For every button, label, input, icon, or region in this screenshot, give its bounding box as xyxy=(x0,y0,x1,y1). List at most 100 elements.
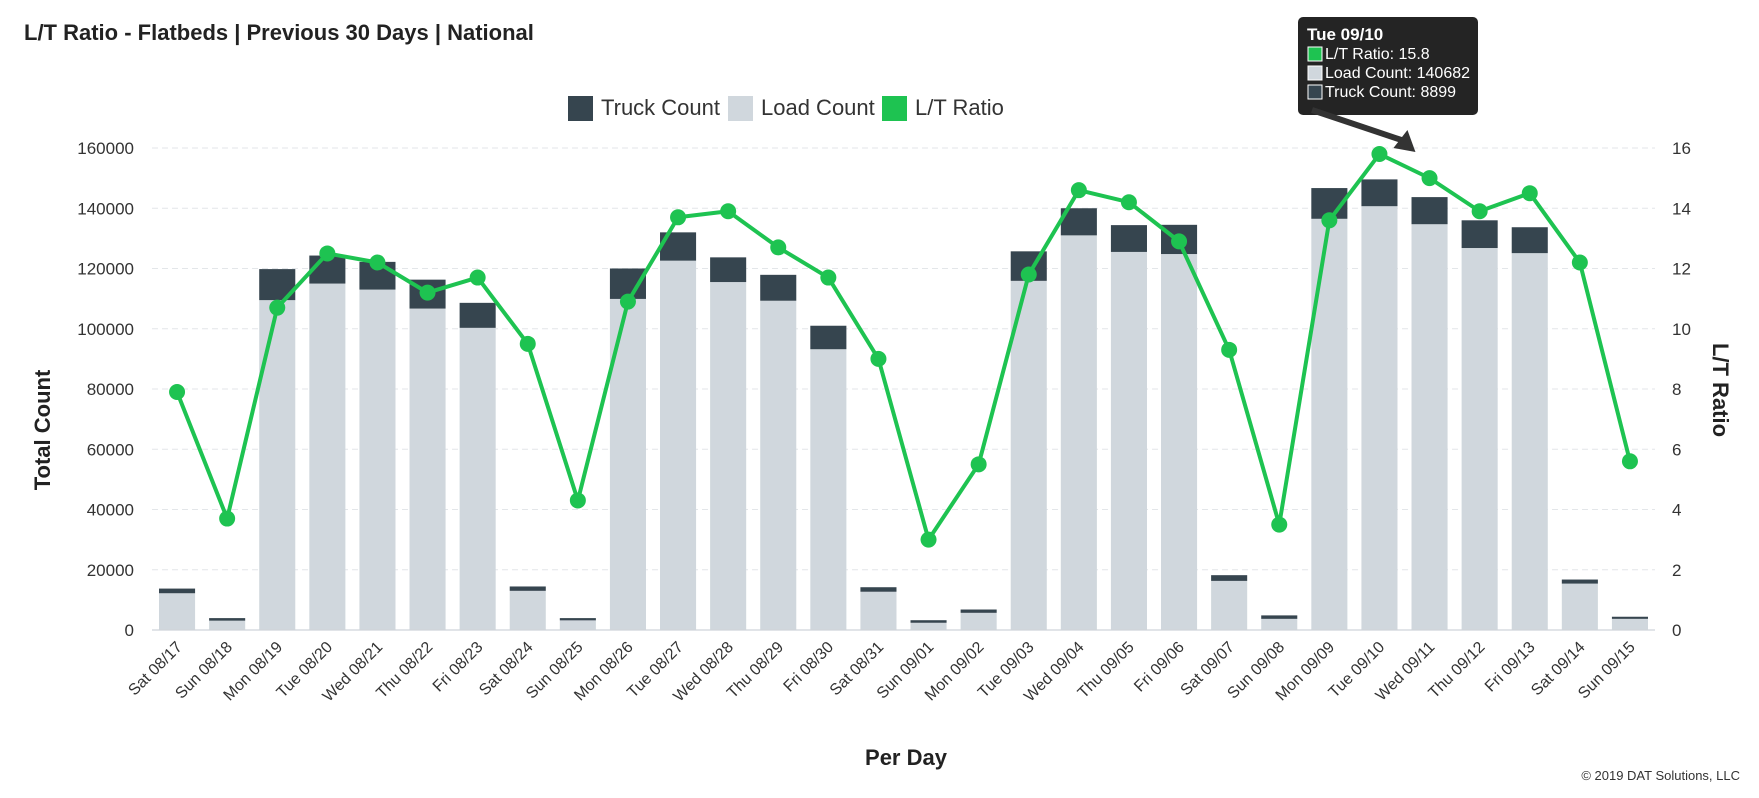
load-count-bar xyxy=(459,327,496,630)
y2-tick-label: 12 xyxy=(1672,260,1691,279)
y2-axis-title: L/T Ratio xyxy=(1708,343,1733,437)
legend-swatch xyxy=(882,96,907,121)
legend-label: L/T Ratio xyxy=(915,95,1004,120)
load-count-bar xyxy=(1361,206,1398,630)
truck-count-bar xyxy=(1561,579,1598,584)
y-tick-label: 40000 xyxy=(87,501,134,520)
tooltip-line: Load Count: 140682 xyxy=(1325,65,1470,82)
bars xyxy=(159,179,1648,631)
y2-tick-label: 4 xyxy=(1672,501,1681,520)
lt-ratio-point xyxy=(1271,516,1288,533)
tooltip-arrow-head xyxy=(1393,130,1416,153)
load-count-bar xyxy=(559,620,596,630)
lt-ratio-point xyxy=(1070,182,1087,199)
load-count-bar xyxy=(1511,253,1548,631)
truck-count-bar xyxy=(710,257,747,283)
y-tick-label: 120000 xyxy=(77,260,134,279)
lt-ratio-point xyxy=(1621,453,1638,470)
lt-ratio-point xyxy=(569,492,586,509)
truck-count-bar xyxy=(209,618,246,621)
load-count-bar xyxy=(159,593,196,630)
x-axis-title: Per Day xyxy=(865,745,948,770)
lt-ratio-point xyxy=(369,254,386,271)
lt-ratio-point xyxy=(169,384,186,401)
load-count-bar xyxy=(1110,251,1147,630)
lt-ratio-point xyxy=(970,456,987,473)
truck-count-bar xyxy=(459,302,496,328)
y2-tick-label: 16 xyxy=(1672,139,1691,158)
lt-ratio-path xyxy=(175,152,1632,542)
lt-ratio-point xyxy=(670,209,687,226)
truck-count-bar xyxy=(1511,227,1548,254)
y-tick-label: 80000 xyxy=(87,380,134,399)
lt-ratio-point xyxy=(1371,146,1388,163)
legend-label: Truck Count xyxy=(601,95,720,120)
lt-ratio-point xyxy=(770,239,787,256)
truck-count-bar xyxy=(1461,220,1498,249)
left-axis-ticks: 0 20000 40000 60000 80000 100000 120000 140000 1… xyxy=(77,139,134,640)
tooltip-swatch xyxy=(1307,84,1323,100)
truck-count-bar xyxy=(559,618,596,621)
truck-count-bar xyxy=(960,609,997,613)
lt-ratio-point xyxy=(870,350,887,367)
truck-count-bar xyxy=(810,325,847,350)
y2-tick-label: 2 xyxy=(1672,561,1681,580)
load-count-bar xyxy=(960,612,997,630)
load-count-bar xyxy=(209,620,246,630)
legend-label: Load Count xyxy=(761,95,875,120)
load-count-bar xyxy=(1010,280,1047,630)
lt-ratio-point xyxy=(219,510,236,527)
right-axis-ticks: 0 2 4 6 8 10 12 14 16 xyxy=(1672,139,1691,640)
lt-ratio-point xyxy=(1020,266,1037,283)
truck-count-bar xyxy=(509,586,546,591)
lt-ratio-point xyxy=(1571,254,1588,271)
lt-ratio-point xyxy=(619,293,636,310)
load-count-bar xyxy=(1461,248,1498,630)
y2-tick-label: 14 xyxy=(1672,199,1691,218)
y2-tick-label: 6 xyxy=(1672,440,1681,459)
legend-swatch xyxy=(568,96,593,121)
truck-count-bar xyxy=(910,620,947,623)
lt-ratio-point xyxy=(1120,194,1137,211)
tooltip-line: L/T Ratio: 15.8 xyxy=(1325,46,1430,63)
tooltip-swatch xyxy=(1307,65,1323,81)
load-count-bar xyxy=(409,308,446,630)
y-tick-label: 20000 xyxy=(87,561,134,580)
truck-count-bar xyxy=(760,274,797,301)
load-count-bar xyxy=(1411,224,1448,630)
y-tick-label: 100000 xyxy=(77,320,134,339)
y2-tick-label: 10 xyxy=(1672,320,1691,339)
truck-count-bar xyxy=(1611,616,1648,619)
truck-count-bar xyxy=(1411,197,1448,225)
truck-count-bar xyxy=(1361,179,1398,207)
load-count-bar xyxy=(1261,618,1298,630)
y-tick-label: 160000 xyxy=(77,139,134,158)
load-count-bar xyxy=(810,349,847,630)
credit-text: © 2019 DAT Solutions, LLC xyxy=(1581,768,1740,783)
legend: Truck Count Load Count L/T Ratio xyxy=(568,95,1004,121)
tooltip-swatch xyxy=(1307,46,1323,62)
load-count-bar xyxy=(910,622,947,630)
y-axis-title: Total Count xyxy=(30,369,55,490)
load-count-bar xyxy=(509,590,546,630)
load-count-bar xyxy=(1611,618,1648,630)
lt-ratio-point xyxy=(920,531,937,548)
load-count-bar xyxy=(660,260,697,630)
load-count-bar xyxy=(860,591,897,630)
load-count-bar xyxy=(1561,583,1598,630)
lt-ratio-point xyxy=(469,269,486,286)
lt-ratio-point xyxy=(1321,212,1338,229)
truck-count-bar xyxy=(1261,615,1298,619)
lt-ratio-point xyxy=(720,203,737,220)
y2-tick-label: 0 xyxy=(1672,621,1681,640)
lt-ratio-point xyxy=(1221,341,1238,358)
y2-tick-label: 8 xyxy=(1672,380,1681,399)
tooltip-line: Truck Count: 8899 xyxy=(1325,84,1456,101)
load-count-bar xyxy=(710,282,747,630)
tooltip-arrow xyxy=(1311,107,1409,145)
truck-count-bar xyxy=(1110,225,1147,252)
legend-swatch xyxy=(728,96,753,121)
y-tick-label: 60000 xyxy=(87,440,134,459)
load-count-bar xyxy=(760,300,797,630)
